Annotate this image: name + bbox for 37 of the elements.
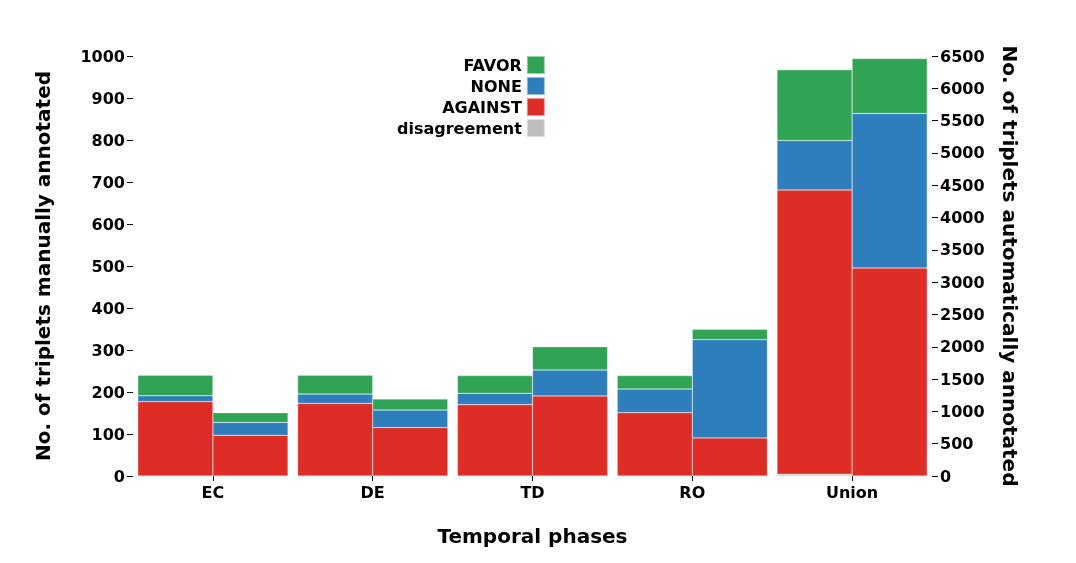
y2-tick-label: 4500 [940, 175, 985, 195]
x-tick-label: DE [360, 482, 385, 502]
y2-tick-label: 6000 [940, 78, 985, 98]
x-axis-title: Temporal phases [437, 524, 628, 548]
y-axis-title: No. of triplets manually annotated [31, 70, 55, 462]
legend-label: NONE [470, 76, 522, 96]
y2-tick-label: 2500 [940, 304, 985, 324]
y-tick-label: 100 [91, 424, 125, 444]
legend-label: FAVOR [463, 55, 522, 75]
y2-tick-label: 3500 [940, 240, 985, 260]
y2-tick-label: 4000 [940, 208, 985, 228]
y-tick-label: 400 [91, 298, 125, 318]
y2-axis-title: No. of triplets automatically annotated [998, 45, 1022, 487]
y2-tick-label: 6500 [940, 46, 985, 66]
y2-tick-label: 500 [940, 434, 974, 454]
y-tick-label: 500 [91, 256, 125, 276]
y2-tick-label: 1500 [940, 369, 985, 389]
y-tick-label: 300 [91, 340, 125, 360]
y2-tick-label: 5500 [940, 111, 985, 131]
x-tick-label: EC [201, 482, 225, 502]
y-tick-label: 1000 [80, 46, 125, 66]
y-tick-label: 600 [91, 214, 125, 234]
y2-tick-label: 2000 [940, 337, 985, 357]
y2-tick-label: 0 [940, 466, 952, 486]
legend-label: AGAINST [442, 97, 522, 117]
y2-tick-label: 3000 [940, 272, 985, 292]
x-tick-label: RO [679, 482, 706, 502]
y-tick-label: 0 [113, 466, 125, 486]
legend-label: disagreement [396, 118, 523, 138]
x-tick-label: TD [520, 482, 545, 502]
y-tick-label: 200 [91, 382, 125, 402]
y-tick-label: 900 [91, 88, 125, 108]
x-tick-label: Union [825, 482, 879, 502]
y2-tick-label: 1000 [940, 401, 985, 421]
y-tick-label: 700 [91, 172, 125, 192]
y2-tick-label: 5000 [940, 143, 985, 163]
y-tick-label: 800 [91, 130, 125, 150]
